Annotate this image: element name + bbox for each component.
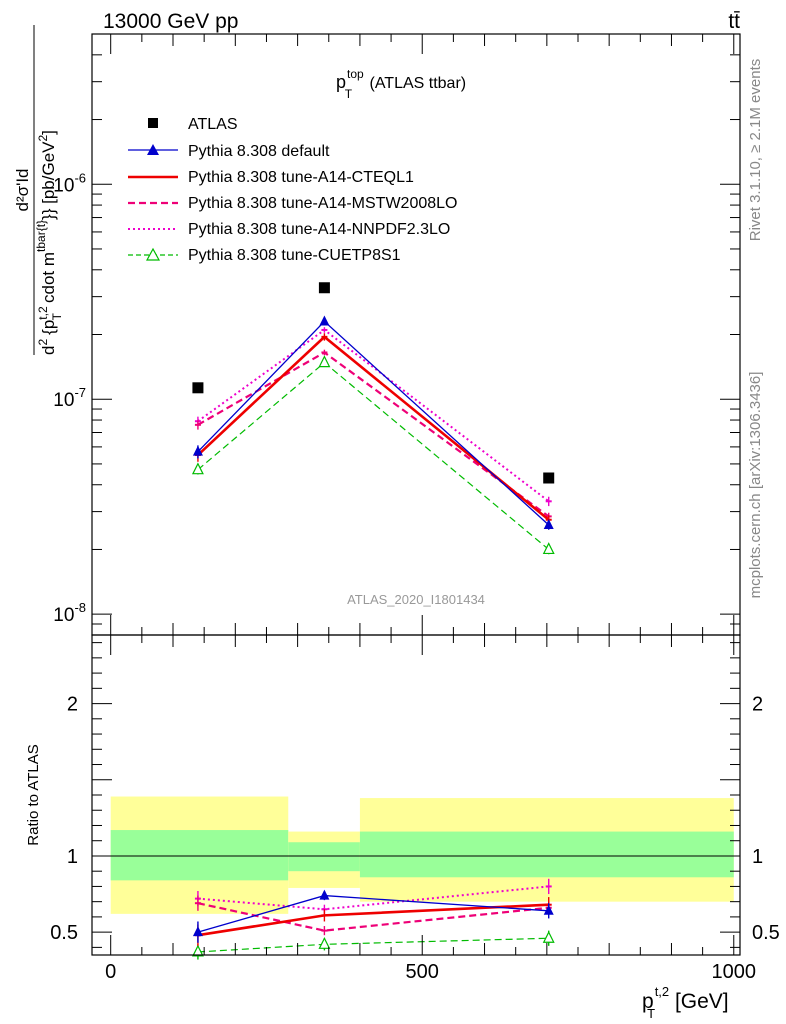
upper-y-tick-label: 10-7	[53, 385, 86, 411]
ratio-band-green-2	[359, 831, 734, 878]
ratio-series-4-marker	[542, 930, 555, 943]
rivet-label: Rivet 3.1.10, ≥ 2.1M events	[747, 59, 764, 242]
x-axis-label: pt,2 T [GeV]	[642, 984, 729, 1021]
ratio-series-4-line	[197, 937, 549, 953]
legend-label-cteql1: Pythia 8.308 tune-A14-CTEQL1	[188, 169, 414, 186]
legend-marker-atlas	[148, 118, 158, 128]
upper-y-axis-label: d²σ'Id d2{pt,2Tcdot mtbar{t}}} [pb/GeV2]	[13, 25, 64, 355]
ratio-series-4-marker	[191, 944, 204, 957]
upper-series-4-marker	[191, 462, 204, 475]
legend-marker-cuetp8s1	[145, 247, 161, 261]
legend-label-mstw: Pythia 8.308 tune-A14-MSTW2008LO	[188, 195, 457, 212]
upper-series-4-marker	[542, 542, 555, 555]
process-label: tt̄	[728, 10, 740, 33]
atlas-data-points	[192, 282, 555, 484]
x-tick-label: 500	[406, 961, 439, 983]
ratio-y-tick-label-left: 2	[67, 694, 78, 716]
svg-text:d²σ'Id: d²σ'Id	[13, 168, 32, 211]
upper-y-tick-label: 10-8	[53, 600, 86, 626]
legend: ATLAS Pythia 8.308 default Pythia 8.308 …	[128, 116, 457, 264]
ratio-series-0-marker	[319, 889, 330, 900]
beam-label: 13000 GeV pp	[103, 10, 238, 33]
upper-series-4-line	[197, 361, 550, 550]
ratio-y-tick-label-left: 0.5	[50, 922, 78, 944]
upper-y-tick-label: 10-6	[53, 170, 86, 196]
ratio-y-axis-label: Ratio to ATLAS	[25, 744, 42, 845]
atlas-data-point	[318, 282, 330, 294]
legend-label-nnpdf: Pythia 8.308 tune-A14-NNPDF2.3LO	[188, 221, 450, 238]
ratio-y-tick-label-right: 0.5	[752, 922, 780, 944]
x-tick-label: 0	[105, 961, 116, 983]
atlas-data-point	[543, 472, 555, 484]
ratio-y-tick-label-right: 1	[752, 846, 763, 868]
ratio-series-0-marker	[192, 926, 203, 937]
analysis-id-label: ATLAS_2020_I1801434	[347, 592, 485, 607]
legend-label-atlas: ATLAS	[188, 116, 238, 133]
ratio-band-green-1	[288, 842, 360, 872]
ratio-series-0-marker	[543, 904, 554, 915]
upper-series-0-marker	[543, 518, 554, 529]
ratio-series	[191, 878, 555, 960]
upper-series-0-marker	[192, 445, 203, 456]
x-tick-label: 1000	[712, 961, 757, 983]
legend-marker-default	[147, 144, 159, 155]
ratio-series-2-line	[197, 902, 549, 932]
ratio-uncertainty-bands	[110, 796, 734, 914]
ratio-series-4-marker	[318, 936, 331, 949]
atlas-data-point	[192, 382, 204, 394]
upper-series-0-line	[197, 320, 550, 526]
ratio-y-tick-label-right: 2	[752, 694, 763, 716]
ratio-y-tick-label-left: 1	[67, 846, 78, 868]
upper-series-4-marker	[318, 355, 331, 368]
axes	[91, 33, 741, 956]
legend-label-cuetp8s1: Pythia 8.308 tune-CUETP8S1	[188, 247, 401, 264]
upper-series-1-line	[197, 335, 550, 521]
ratio-band-green-0	[110, 830, 289, 881]
legend-label-default: Pythia 8.308 default	[188, 143, 330, 160]
svg-text:d2{pt,2Tcdot mtbar{t}}} [pb/Ge: d2{pt,2Tcdot mtbar{t}}} [pb/GeV2]	[34, 130, 64, 355]
main-plot-title: ptop T (ATLAS ttbar)	[336, 67, 466, 101]
tick-labels: 10-8 10-7 10-6 0.5 0.5 1 1 2 2 0 500 1000	[50, 170, 780, 983]
source-label: mcplots.cern.ch [arXiv:1306.3436]	[747, 372, 764, 599]
upper-series-0-marker	[319, 315, 330, 326]
upper-series	[191, 315, 555, 555]
